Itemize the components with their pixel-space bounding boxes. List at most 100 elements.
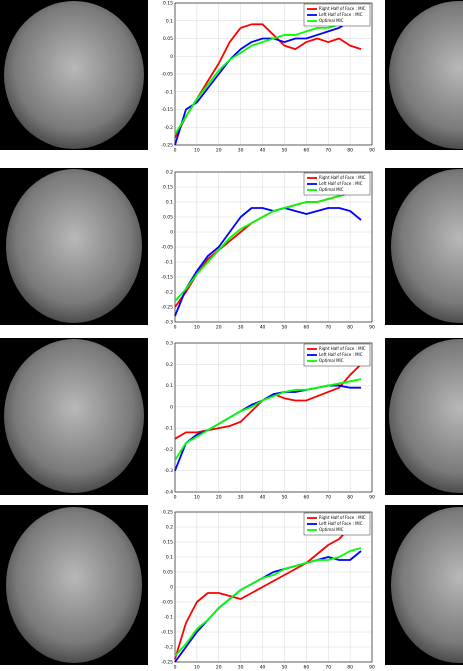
x-tick-label: 30 xyxy=(238,495,244,501)
x-tick-label: 70 xyxy=(325,148,331,154)
y-tick-label: 0.25 xyxy=(163,510,173,516)
x-tick-label: 40 xyxy=(260,665,266,671)
y-tick-label: 0.1 xyxy=(166,555,173,561)
y-tick-label: -0.05 xyxy=(161,72,173,78)
y-tick-label: -0.25 xyxy=(161,143,173,149)
y-tick-label: 0.1 xyxy=(166,18,173,24)
x-tick-label: 10 xyxy=(194,495,200,501)
x-tick-label: 60 xyxy=(303,148,309,154)
face xyxy=(6,169,142,323)
legend-label: Right Half of Face : MIC xyxy=(319,515,366,520)
y-tick-label: 0.05 xyxy=(163,570,173,576)
figure: 0 10 20 30 40 50 60 70 80 90 -0.25 -0.2 -0.15 -0.1 -0.… xyxy=(0,0,463,671)
x-tick-label: 0 xyxy=(174,665,177,671)
legend-label: Left Half of Face : MIC xyxy=(319,352,363,357)
y-tick-label: 0 xyxy=(170,54,173,60)
y-tick-label: -0.15 xyxy=(161,107,173,113)
y-tick-label: -0.05 xyxy=(161,600,173,606)
x-tick-label: 50 xyxy=(282,148,288,154)
x-tick-label: 0 xyxy=(174,325,177,331)
y-tick-label: -0.15 xyxy=(161,275,173,281)
legend-label: Optimal MIC xyxy=(319,527,344,532)
legend-label: Right Half of Face : MIC xyxy=(319,346,366,351)
x-tick-label: 30 xyxy=(238,325,244,331)
x-tick-label: 90 xyxy=(369,665,375,671)
x-tick-label: 10 xyxy=(194,148,200,154)
x-tick-label: 90 xyxy=(369,325,375,331)
face xyxy=(4,339,144,493)
x-tick-label: 10 xyxy=(194,665,200,671)
y-tick-label: 0 xyxy=(170,585,173,591)
legend-label: Left Half of Face : MIC xyxy=(319,181,363,186)
y-tick-label: -0.1 xyxy=(164,615,173,621)
x-tick-label: 40 xyxy=(260,495,266,501)
y-tick-label: 0.3 xyxy=(166,341,173,347)
x-tick-label: 20 xyxy=(216,495,222,501)
y-tick-label: -0.2 xyxy=(164,645,173,651)
chart: 0 10 20 30 40 50 60 70 80 90 -0.25 -0.2 -0.15 -0.1 -0.… xyxy=(161,1,375,154)
y-tick-label: -0.25 xyxy=(161,305,173,311)
x-tick-label: 80 xyxy=(347,495,353,501)
y-tick-label: 0.1 xyxy=(166,200,173,206)
y-tick-label: -0.2 xyxy=(164,125,173,131)
y-tick-label: 0.2 xyxy=(166,362,173,368)
x-tick-label: 30 xyxy=(238,665,244,671)
y-tick-label: 0.2 xyxy=(166,525,173,531)
page: {"chart_data": [ {"type": "line", "x": [… xyxy=(0,0,463,671)
x-tick-label: 10 xyxy=(194,325,200,331)
x-tick-label: 20 xyxy=(216,325,222,331)
x-tick-label: 0 xyxy=(174,495,177,501)
x-tick-label: 20 xyxy=(216,148,222,154)
y-tick-label: -0.2 xyxy=(164,290,173,296)
x-tick-label: 50 xyxy=(282,495,288,501)
y-tick-label: 0.2 xyxy=(166,170,173,176)
y-tick-label: 0.1 xyxy=(166,383,173,389)
y-tick-label: -0.1 xyxy=(164,89,173,95)
x-tick-label: 60 xyxy=(303,495,309,501)
x-tick-label: 60 xyxy=(303,665,309,671)
legend-label: Right Half of Face : MIC xyxy=(319,6,366,11)
y-tick-label: -0.1 xyxy=(164,426,173,432)
y-tick-label: 0 xyxy=(170,404,173,410)
x-tick-label: 80 xyxy=(347,148,353,154)
face xyxy=(6,507,142,663)
legend-label: Left Half of Face : MIC xyxy=(319,521,363,526)
x-tick-label: 80 xyxy=(347,325,353,331)
x-tick-label: 90 xyxy=(369,495,375,501)
legend-label: Optimal MIC xyxy=(319,358,344,363)
face xyxy=(4,1,144,149)
x-tick-label: 20 xyxy=(216,665,222,671)
y-tick-label: 0.15 xyxy=(163,540,173,546)
y-tick-label: 0.15 xyxy=(163,1,173,7)
x-tick-label: 40 xyxy=(260,148,266,154)
x-tick-label: 70 xyxy=(325,325,331,331)
y-tick-label: -0.05 xyxy=(161,245,173,251)
x-tick-label: 30 xyxy=(238,148,244,154)
y-tick-label: -0.2 xyxy=(164,447,173,453)
x-tick-label: 50 xyxy=(282,665,288,671)
y-tick-label: 0.05 xyxy=(163,215,173,221)
legend-label: Optimal MIC xyxy=(319,18,344,23)
legend-label: Left Half of Face : MIC xyxy=(319,12,363,17)
legend-label: Right Half of Face : MIC xyxy=(319,175,366,180)
x-tick-label: 0 xyxy=(174,148,177,154)
x-tick-label: 40 xyxy=(260,325,266,331)
chart: 0 10 20 30 40 50 60 70 80 90 -0.3 -0.25 -0.2 -0.15 -0.… xyxy=(161,170,375,331)
y-tick-label: -0.3 xyxy=(164,320,173,326)
x-tick-label: 70 xyxy=(325,495,331,501)
y-tick-label: -0.15 xyxy=(161,630,173,636)
x-tick-label: 60 xyxy=(303,325,309,331)
x-tick-label: 50 xyxy=(282,325,288,331)
y-tick-label: -0.1 xyxy=(164,260,173,266)
y-tick-label: 0 xyxy=(170,230,173,236)
legend-label: Optimal MIC xyxy=(319,187,344,192)
x-tick-label: 70 xyxy=(325,665,331,671)
x-tick-label: 90 xyxy=(369,148,375,154)
y-tick-label: 0.05 xyxy=(163,36,173,42)
y-tick-label: 0.15 xyxy=(163,185,173,191)
